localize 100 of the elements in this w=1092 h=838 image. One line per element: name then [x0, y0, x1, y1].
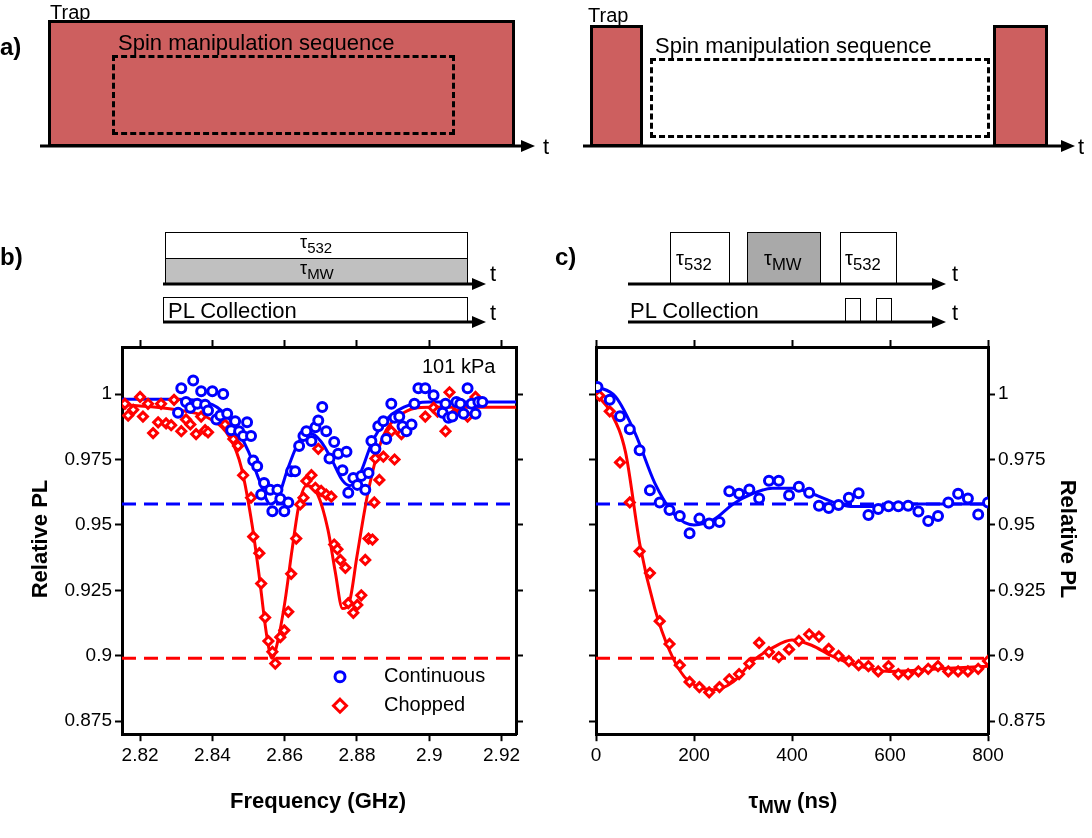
y-tick-label: 0.9 — [85, 643, 112, 665]
text: Spin manipulation sequence — [118, 30, 395, 55]
point — [942, 665, 955, 678]
point — [783, 489, 796, 502]
text: τ$_{532}$ — [676, 247, 712, 274]
point — [852, 487, 865, 500]
text: t — [1078, 134, 1085, 159]
y-tick-label: 0.925 — [64, 578, 112, 600]
text: Trap — [50, 1, 91, 23]
point — [683, 675, 696, 688]
point — [902, 668, 915, 681]
point — [733, 487, 746, 500]
legend-label: Chopped — [384, 693, 466, 716]
point — [663, 637, 676, 650]
text: a) — [0, 33, 22, 60]
point — [803, 628, 816, 641]
point — [862, 660, 875, 673]
y-tick-label: 0.975 — [64, 447, 112, 469]
x-tick-label: 400 — [776, 743, 808, 765]
point — [862, 508, 875, 521]
text: Trap — [588, 4, 629, 26]
x-tick-label: 2.88 — [338, 743, 376, 765]
x-tick-label: 600 — [874, 743, 906, 765]
y-tick-label: 0.975 — [998, 447, 1046, 469]
point — [653, 615, 666, 628]
point — [892, 668, 905, 681]
point — [952, 487, 965, 500]
point — [772, 474, 785, 487]
point — [703, 686, 716, 699]
point — [762, 474, 775, 487]
point — [603, 393, 616, 406]
point — [762, 646, 775, 659]
annotation: 101 kPa — [422, 355, 496, 377]
legend-label: Continuous — [384, 664, 486, 687]
point — [772, 651, 785, 664]
point — [614, 456, 627, 469]
x-axis-title: Frequency (GHz) — [229, 788, 407, 813]
point — [693, 681, 706, 694]
x-tick-label: 2.92 — [483, 743, 521, 765]
point — [633, 545, 646, 558]
x-tick-label: 2.82 — [121, 743, 159, 765]
point — [792, 634, 805, 647]
point — [852, 659, 865, 672]
x-tick-label: 0 — [590, 743, 602, 765]
point — [972, 662, 985, 675]
y-tick-label: 0.875 — [64, 709, 112, 731]
point — [743, 483, 756, 496]
point — [643, 567, 656, 580]
point — [603, 405, 616, 418]
x-axis-title: τ$_{MW}$ (ns) — [748, 788, 838, 818]
point — [872, 665, 885, 678]
point — [882, 660, 895, 673]
text: Spin manipulation sequence — [655, 33, 932, 58]
point — [932, 510, 945, 523]
point — [842, 491, 855, 504]
point — [693, 512, 706, 525]
point — [822, 642, 835, 655]
y-tick-label: 0.95 — [75, 513, 112, 535]
point — [753, 636, 766, 649]
y-tick-label: 0.925 — [998, 578, 1046, 600]
point — [673, 510, 686, 523]
point — [623, 496, 636, 509]
x-tick-label: 2.9 — [416, 743, 443, 765]
y-tick-label: 0.9 — [998, 643, 1025, 665]
point — [803, 486, 816, 499]
point — [812, 630, 825, 643]
point — [882, 500, 895, 513]
point — [633, 444, 646, 457]
text: τ$_{MW}$ — [300, 258, 334, 282]
point — [872, 502, 885, 515]
text: PL Collection — [630, 298, 759, 323]
point — [723, 485, 736, 498]
point — [643, 484, 656, 497]
text: t — [952, 261, 959, 286]
x-tick-label: 200 — [678, 743, 710, 765]
point — [972, 508, 985, 521]
point — [683, 527, 696, 540]
text: t — [543, 134, 550, 159]
point — [902, 499, 915, 512]
point — [822, 501, 835, 514]
text: t — [952, 300, 959, 325]
y-tick-label: 1 — [101, 382, 112, 404]
point — [912, 665, 925, 678]
x-tick-label: 800 — [972, 743, 1004, 765]
point — [673, 659, 686, 672]
y-axis-title: Relative PL — [1056, 479, 1081, 599]
point — [723, 673, 736, 686]
y-tick-label: 1 — [998, 382, 1009, 404]
point — [783, 643, 796, 656]
point — [812, 499, 825, 512]
point — [942, 496, 955, 509]
chart-title: b) — [0, 243, 23, 270]
point — [713, 681, 726, 694]
point — [832, 649, 845, 662]
text: τ$_{532}$ — [300, 232, 333, 256]
y-tick-label: 0.95 — [998, 513, 1035, 535]
text: τ$_{MW}$ — [764, 247, 802, 274]
point — [892, 500, 905, 513]
point — [792, 480, 805, 493]
point — [922, 662, 935, 675]
